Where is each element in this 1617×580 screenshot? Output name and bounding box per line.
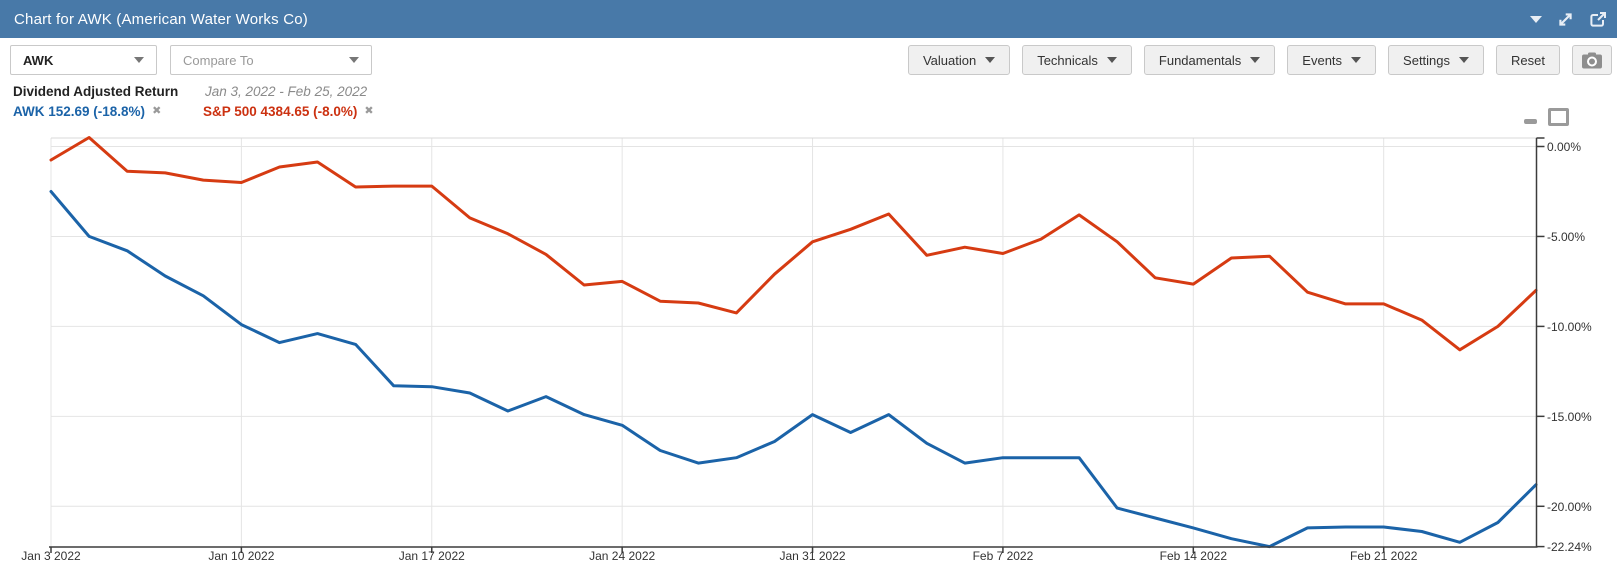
camera-icon <box>1582 52 1602 68</box>
menu-button-fundamentals[interactable]: Fundamentals <box>1143 45 1276 75</box>
chevron-down-icon <box>349 57 359 63</box>
x-axis-label: Feb 21 2022 <box>1350 549 1418 563</box>
title-bar: Chart for AWK (American Water Works Co) <box>0 0 1617 38</box>
chevron-down-icon <box>985 57 996 63</box>
page-title: Chart for AWK (American Water Works Co) <box>14 10 308 28</box>
chevron-down-icon <box>1250 57 1261 63</box>
menu-button-label: Technicals <box>1037 52 1098 68</box>
chevron-down-icon <box>1351 57 1362 63</box>
chart-header: Dividend Adjusted Return <box>13 84 178 99</box>
x-axis-label: Jan 24 2022 <box>589 549 655 563</box>
chevron-down-icon[interactable] <box>1530 15 1542 23</box>
reset-button[interactable]: Reset <box>1496 45 1560 75</box>
legend-item-awk: AWK 152.69 (-18.8%) ✖ <box>13 104 161 119</box>
compare-to-select[interactable]: Compare To <box>170 45 372 75</box>
menu-button-group: Valuation Technicals Fundamentals Events Set… <box>907 45 1612 75</box>
compare-to-placeholder: Compare To <box>183 52 254 68</box>
y-axis-label: -10.00% <box>1547 320 1592 334</box>
series-line-sp500 <box>49 136 1538 352</box>
chevron-down-icon <box>1106 57 1117 63</box>
menu-button-label: Fundamentals <box>1158 52 1242 68</box>
legend-label-sp500: S&P 500 4384.65 (-8.0%) <box>203 104 358 119</box>
legend-item-sp500: S&P 500 4384.65 (-8.0%) ✖ <box>203 104 374 119</box>
x-axis-label: Jan 17 2022 <box>399 549 465 563</box>
x-axis-label: Jan 31 2022 <box>780 549 846 563</box>
screenshot-button[interactable] <box>1572 45 1612 75</box>
y-axis-label: -15.00% <box>1547 410 1592 424</box>
x-axis-label: Feb 14 2022 <box>1160 549 1228 563</box>
remove-series-icon[interactable]: ✖ <box>364 105 374 117</box>
menu-button-label: Settings <box>1403 52 1451 68</box>
chevron-down-icon <box>134 57 144 63</box>
menu-button-label: Events <box>1302 52 1343 68</box>
minimize-chart-icon[interactable] <box>1524 119 1537 124</box>
menu-button-label: Valuation <box>922 52 977 68</box>
external-link-icon[interactable] <box>1589 11 1607 28</box>
menu-button-technicals[interactable]: Technicals <box>1022 45 1132 75</box>
x-axis-label: Jan 3 2022 <box>21 549 81 563</box>
menu-button-events[interactable]: Events <box>1287 45 1377 75</box>
x-axis-label: Feb 7 2022 <box>973 549 1034 563</box>
legend-label-awk: AWK 152.69 (-18.8%) <box>13 104 146 119</box>
expand-chart-icon[interactable] <box>1548 108 1569 126</box>
symbol-select-value: AWK <box>23 52 54 68</box>
y-axis-label: -20.00% <box>1547 500 1592 514</box>
series-line-awk <box>49 190 1538 549</box>
chevron-down-icon <box>1459 57 1470 63</box>
y-axis-label: -22.24% <box>1547 540 1592 554</box>
remove-series-icon[interactable]: ✖ <box>152 105 162 117</box>
menu-button-settings[interactable]: Settings <box>1388 45 1485 75</box>
chevron-down-glyph <box>1530 15 1542 23</box>
title-bar-icons <box>1530 0 1607 38</box>
fullscreen-icon[interactable] <box>1557 11 1574 28</box>
chart-date-range: Jan 3, 2022 - Feb 25, 2022 <box>205 84 368 99</box>
y-axis-label: 0.00% <box>1547 140 1581 154</box>
menu-button-valuation[interactable]: Valuation <box>907 45 1011 75</box>
toolbar: AWK Compare To Valuation Technicals Fundam… <box>0 38 1617 82</box>
x-axis-label: Jan 10 2022 <box>208 549 274 563</box>
chart-title: Dividend Adjusted Return <box>13 84 179 99</box>
y-axis-label: -5.00% <box>1547 230 1585 244</box>
symbol-select[interactable]: AWK <box>10 45 157 75</box>
